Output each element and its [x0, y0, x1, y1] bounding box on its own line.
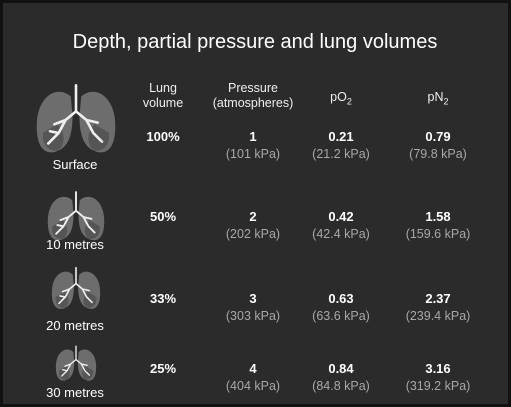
cell-kpa: (84.8 kPa) — [312, 379, 370, 393]
header-line: Lung — [149, 81, 177, 95]
cell-value: 0.42 — [328, 209, 353, 224]
column-header: pO2 — [330, 90, 352, 110]
header-subscript: 2 — [443, 97, 448, 107]
cell-kpa: (404 kPa) — [226, 379, 280, 393]
header-line: volume — [143, 96, 183, 110]
cell-kpa: (239.4 kPa) — [406, 309, 471, 323]
column-header: Pressure(atmospheres) — [213, 81, 294, 111]
cell-value: 50% — [150, 209, 176, 224]
cell-value: 1.58 — [425, 209, 450, 224]
cell-value: 0.84 — [328, 361, 353, 376]
cell-value: 100% — [146, 129, 179, 144]
header-line: Pressure — [228, 81, 278, 95]
lung-icon — [48, 192, 104, 240]
cell-value: 1 — [249, 129, 256, 144]
cell-value: 0.79 — [425, 129, 450, 144]
cell-value: 4 — [249, 361, 256, 376]
cell-kpa: (42.4 kPa) — [312, 227, 370, 241]
cell-value: 33% — [150, 291, 176, 306]
lung-icon — [37, 85, 116, 152]
cell-value: 0.21 — [328, 129, 353, 144]
cell-value: 3.16 — [425, 361, 450, 376]
header-text: pO — [330, 90, 347, 104]
column-header: pN2 — [428, 90, 449, 110]
cell-kpa: (159.6 kPa) — [406, 227, 471, 241]
cell-kpa: (202 kPa) — [226, 227, 280, 241]
lung-icon — [52, 268, 100, 309]
cell-kpa: (21.2 kPa) — [312, 147, 370, 161]
cell-value: 2.37 — [425, 291, 450, 306]
cell-value: 25% — [150, 361, 176, 376]
cell-kpa: (63.6 kPa) — [312, 309, 370, 323]
row-label: 10 metres — [46, 237, 104, 252]
cell-kpa: (303 kPa) — [226, 309, 280, 323]
row-label: Surface — [53, 157, 98, 172]
infographic: Depth, partial pressure and lung volumes… — [0, 0, 511, 407]
cell-kpa: (319.2 kPa) — [406, 379, 471, 393]
cell-kpa: (79.8 kPa) — [409, 147, 467, 161]
lung-icons — [3, 3, 508, 404]
title: Depth, partial pressure and lung volumes — [73, 31, 438, 54]
cell-kpa: (101 kPa) — [226, 147, 280, 161]
row-label: 20 metres — [46, 318, 104, 333]
cell-value: 2 — [249, 209, 256, 224]
row-label: 30 metres — [46, 385, 104, 400]
header-text: pN — [428, 90, 444, 104]
header-subscript: 2 — [347, 97, 352, 107]
cell-value: 0.63 — [328, 291, 353, 306]
lung-icon — [56, 346, 96, 380]
cell-value: 3 — [249, 291, 256, 306]
header-line: (atmospheres) — [213, 96, 294, 110]
